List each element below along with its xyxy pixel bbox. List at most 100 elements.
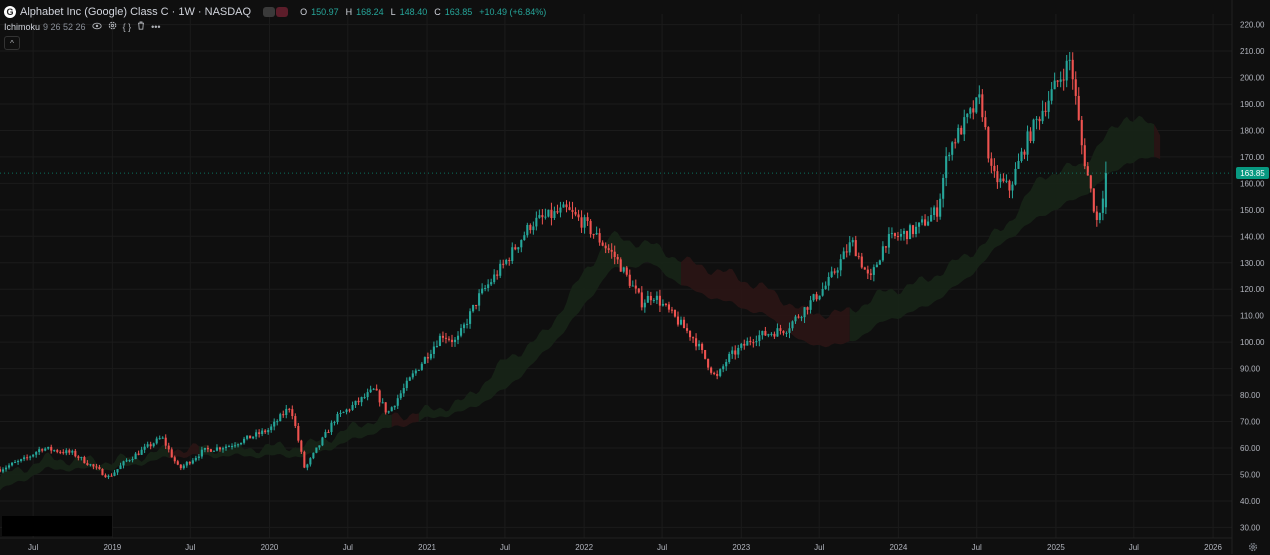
- candle-up: [396, 398, 399, 406]
- candle-up: [354, 400, 357, 406]
- candle-down: [59, 451, 62, 453]
- symbol-status-badges[interactable]: [263, 7, 289, 17]
- candle-up: [390, 407, 393, 412]
- candle-up: [538, 215, 541, 218]
- candle-up: [285, 408, 288, 416]
- candle-up: [366, 392, 369, 398]
- candle-down: [110, 475, 113, 477]
- cloud-segment-bullish: [198, 412, 392, 459]
- candle-down: [1086, 166, 1089, 176]
- candle-down: [1023, 151, 1026, 155]
- candle-up: [872, 267, 875, 275]
- candle-up: [393, 405, 396, 408]
- high-label: H: [345, 7, 353, 17]
- time-tick-label: Jul: [28, 543, 38, 552]
- ichimoku-cloud: [0, 115, 1161, 491]
- candle-up: [490, 282, 493, 285]
- price-tick-label: 190.00: [1240, 100, 1265, 109]
- braces-icon[interactable]: { }: [122, 21, 132, 32]
- price-axis[interactable]: 220.00 210.00 200.00 190.00 180.00 170.00 160.…: [1240, 21, 1265, 533]
- candle-up: [32, 454, 35, 457]
- candle-down: [249, 435, 252, 439]
- candle-up: [128, 460, 131, 462]
- candle-down: [854, 240, 857, 257]
- candle-up: [279, 414, 282, 422]
- time-tick-label: Jul: [1129, 543, 1139, 552]
- candle-down: [667, 304, 671, 310]
- candle-down: [619, 259, 622, 272]
- candle-up: [182, 465, 185, 469]
- time-axis[interactable]: Jul 2019 Jul 2020 Jul 2021 Jul 2022 Jul 2023 Jul 20…: [28, 543, 1222, 552]
- candle-up: [1, 469, 5, 472]
- indicator-name[interactable]: Ichimoku: [4, 21, 41, 32]
- candle-up: [505, 259, 508, 264]
- candle-up: [1017, 160, 1020, 169]
- eye-icon[interactable]: [91, 22, 102, 32]
- candle-up: [10, 462, 14, 466]
- candle-up: [469, 311, 472, 324]
- trash-icon[interactable]: [137, 21, 145, 32]
- data-status-icon[interactable]: [276, 7, 289, 17]
- indicator-legend[interactable]: Ichimoku 9 26 52 26 { } •••: [4, 20, 161, 33]
- candle-down: [104, 475, 107, 478]
- candle-down: [294, 416, 297, 426]
- candle-down: [300, 440, 303, 452]
- candle-down: [972, 108, 975, 113]
- candle-up: [267, 430, 270, 433]
- candle-down: [149, 444, 152, 447]
- candle-up: [818, 295, 821, 300]
- close-label: C: [434, 7, 441, 17]
- candle-up: [318, 445, 321, 448]
- candle-up: [948, 154, 951, 157]
- candle-up: [140, 449, 143, 455]
- candle-up: [809, 300, 812, 310]
- candle-down: [682, 319, 686, 329]
- candle-down: [41, 449, 44, 451]
- candle-down: [26, 457, 29, 459]
- candle-down: [574, 211, 577, 215]
- price-tick-label: 180.00: [1240, 126, 1265, 135]
- collapse-legend-button[interactable]: ^: [4, 36, 20, 50]
- candle-up: [221, 448, 225, 450]
- candle-up: [547, 209, 550, 217]
- candle-up: [1026, 131, 1029, 155]
- candle-down: [357, 400, 360, 403]
- candle-up: [240, 442, 243, 445]
- candle-up: [646, 295, 649, 303]
- candle-down: [1056, 80, 1059, 82]
- candle-up: [655, 295, 658, 300]
- candle-down: [179, 464, 182, 469]
- candle-up: [1059, 79, 1062, 82]
- candle-up: [1047, 100, 1050, 112]
- candle-up: [17, 460, 20, 463]
- candle-down: [1029, 131, 1032, 142]
- candle-down: [1002, 178, 1005, 182]
- time-tick-label: Jul: [972, 543, 982, 552]
- candle-up: [812, 294, 815, 301]
- candle-up: [562, 204, 565, 208]
- candle-up: [622, 267, 625, 272]
- candle-down: [990, 158, 993, 166]
- candle-up: [233, 445, 237, 447]
- candle-down: [77, 456, 80, 458]
- candle-up: [125, 460, 128, 462]
- axis-settings-icon[interactable]: [1248, 542, 1258, 555]
- cloud-segment-bearish: [1154, 124, 1161, 160]
- more-icon[interactable]: •••: [151, 21, 161, 32]
- candle-down: [348, 409, 351, 411]
- gear-icon[interactable]: [108, 21, 117, 32]
- candle-up: [122, 461, 125, 466]
- candle-down: [580, 217, 583, 228]
- candle-up: [119, 465, 122, 470]
- candle-up: [722, 366, 725, 370]
- candle-down: [752, 342, 755, 344]
- candle-down: [701, 343, 704, 350]
- symbol-title[interactable]: Alphabet Inc (Google) Class C · 1W · NAS…: [20, 6, 252, 18]
- market-status-icon[interactable]: [263, 7, 276, 17]
- candle-up: [1104, 173, 1107, 208]
- candle-down: [981, 94, 984, 118]
- price-tick-label: 50.00: [1240, 470, 1261, 479]
- candle-up: [725, 361, 728, 367]
- candle-up: [517, 247, 520, 250]
